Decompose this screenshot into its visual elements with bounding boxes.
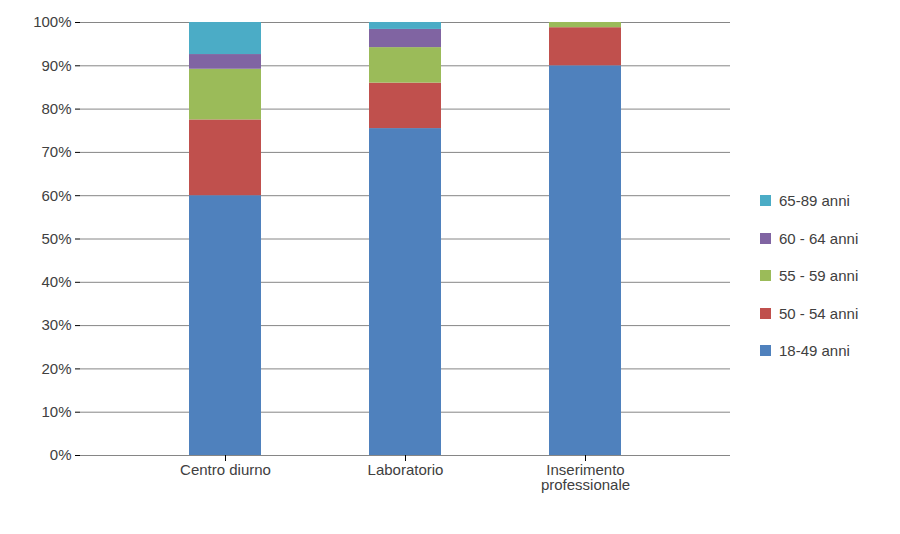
html-text:50 - 54 anni: 50 - 54 anni (779, 304, 859, 322)
svg-text:10%: 10% (41, 403, 71, 420)
svg-text:30%: 30% (41, 316, 71, 333)
svg-text:Laboratorio: Laboratorio (368, 461, 444, 478)
svg-text:60%: 60% (41, 187, 71, 204)
html-text:18-49 anni: 18-49 anni (779, 342, 850, 360)
html-text:55 - 59 anni: 55 - 59 anni (779, 267, 859, 285)
svg-text:80%: 80% (41, 100, 71, 117)
svg-text:70%: 70% (41, 143, 71, 160)
svg-text:90%: 90% (41, 57, 71, 74)
svg-text:0%: 0% (50, 446, 72, 463)
svg-text:Centro diurno: Centro diurno (180, 461, 271, 478)
svg-text:50%: 50% (41, 230, 71, 247)
html-text:60 - 64 anni: 60 - 64 anni (779, 229, 859, 247)
svg-text:Inserimentoprofessionale: Inserimentoprofessionale (541, 461, 630, 493)
svg-text:20%: 20% (41, 360, 71, 377)
html-text:65-89 anni: 65-89 anni (779, 192, 850, 210)
svg-text:40%: 40% (41, 273, 71, 290)
svg-text:100%: 100% (33, 13, 71, 30)
